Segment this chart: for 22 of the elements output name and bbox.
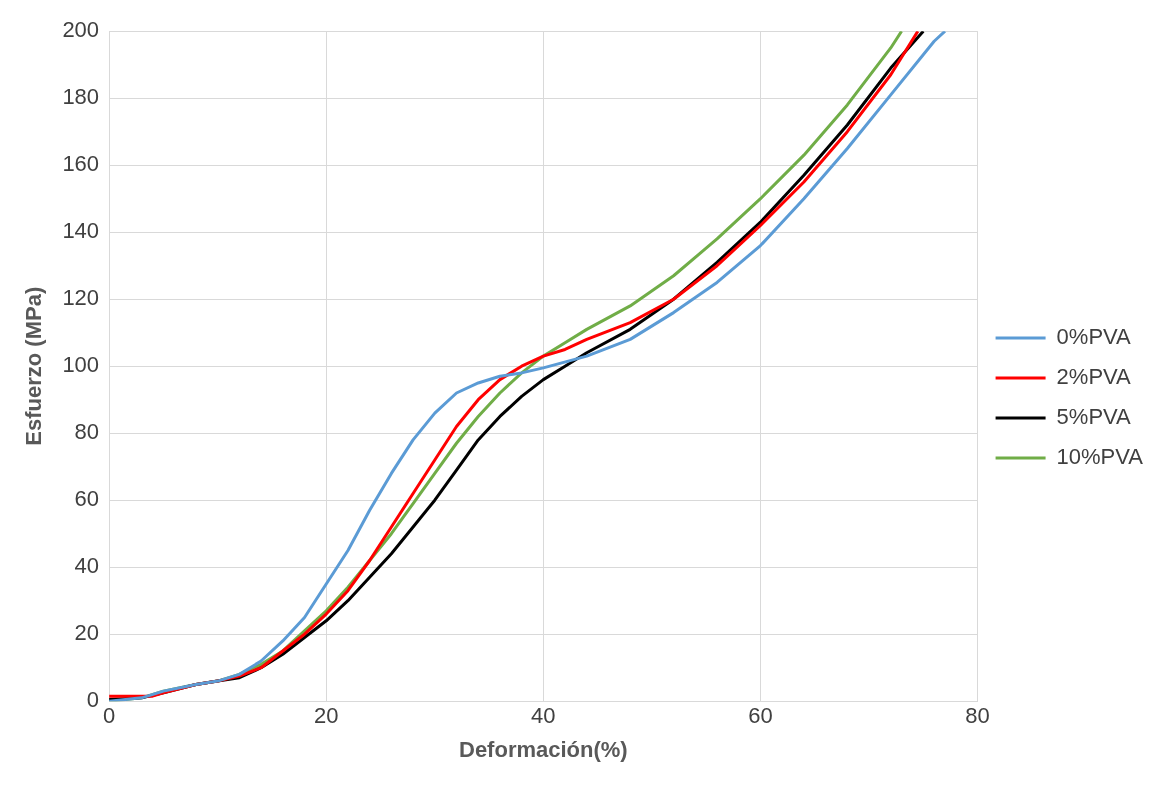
y-axis-title: Esfuerzo (MPa): [21, 286, 47, 446]
legend-label: 0%PVA: [1056, 324, 1132, 350]
y-tick-label: 60: [74, 486, 100, 512]
y-tick-label: 0: [86, 687, 100, 713]
y-tick-label: 20: [74, 620, 100, 646]
x-tick-label: 80: [965, 703, 990, 729]
x-tick-label: 20: [313, 703, 339, 729]
legend-label: 10%PVA: [1056, 444, 1144, 470]
legend-label: 2%PVA: [1056, 364, 1132, 390]
y-tick-label: 140: [62, 218, 100, 244]
y-tick-label: 160: [62, 151, 100, 177]
x-tick-label: 0: [102, 703, 116, 729]
legend-label: 5%PVA: [1056, 404, 1132, 430]
y-tick-label: 40: [74, 553, 100, 579]
y-tick-label: 180: [62, 84, 100, 110]
x-axis-title: Deformación(%): [459, 736, 628, 762]
y-tick-label: 120: [62, 285, 100, 311]
x-tick-label: 60: [748, 703, 773, 729]
y-tick-label: 200: [62, 17, 100, 43]
y-tick-label: 100: [62, 352, 100, 378]
y-tick-label: 80: [74, 419, 100, 445]
x-tick-label: 40: [531, 703, 556, 729]
